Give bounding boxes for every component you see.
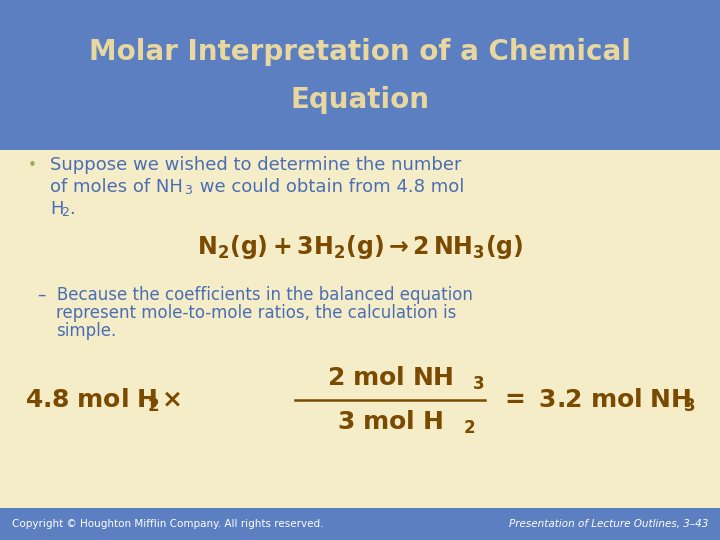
Text: $\mathbf{\times}$: $\mathbf{\times}$ (161, 388, 181, 412)
Text: of moles of NH: of moles of NH (50, 178, 183, 196)
Text: represent mole-to-mole ratios, the calculation is: represent mole-to-mole ratios, the calcu… (56, 304, 456, 322)
Text: $\mathbf{=\ 3.2\ mol\ NH}$: $\mathbf{=\ 3.2\ mol\ NH}$ (500, 388, 691, 412)
Text: $\mathbf{4.8\ mol\ H}$: $\mathbf{4.8\ mol\ H}$ (25, 388, 158, 412)
Text: Copyright © Houghton Mifflin Company. All rights reserved.: Copyright © Houghton Mifflin Company. Al… (12, 519, 323, 529)
Text: simple.: simple. (56, 322, 116, 340)
Text: 3: 3 (184, 185, 192, 198)
Text: $\mathbf{2}$: $\mathbf{2}$ (463, 419, 475, 437)
Text: •: • (28, 158, 37, 172)
Text: $\mathbf{3}$: $\mathbf{3}$ (472, 375, 485, 393)
Text: Equation: Equation (290, 86, 430, 114)
Text: –  Because the coefficients in the balanced equation: – Because the coefficients in the balanc… (38, 286, 473, 304)
Text: Suppose we wished to determine the number: Suppose we wished to determine the numbe… (50, 156, 462, 174)
Text: Molar Interpretation of a Chemical: Molar Interpretation of a Chemical (89, 38, 631, 66)
Text: we could obtain from 4.8 mol: we could obtain from 4.8 mol (194, 178, 464, 196)
Text: $\mathbf{2\ mol\ NH}$: $\mathbf{2\ mol\ NH}$ (327, 366, 453, 390)
Text: $\mathbf{3}$: $\mathbf{3}$ (683, 397, 696, 415)
Text: .: . (69, 200, 75, 218)
Text: $\mathbf{3\ mol\ H}$: $\mathbf{3\ mol\ H}$ (337, 410, 443, 434)
Text: $\mathbf{N_2(g) + 3H_2(g) \rightarrow 2\,NH_3(g)}$: $\mathbf{N_2(g) + 3H_2(g) \rightarrow 2\… (197, 233, 523, 261)
Bar (0, 0, 720, 150)
Text: 2: 2 (61, 206, 69, 219)
Text: H: H (50, 200, 63, 218)
Text: Presentation of Lecture Outlines, 3–43: Presentation of Lecture Outlines, 3–43 (508, 519, 708, 529)
Bar (0, 508, 720, 540)
Text: $\mathbf{2}$: $\mathbf{2}$ (147, 397, 159, 415)
